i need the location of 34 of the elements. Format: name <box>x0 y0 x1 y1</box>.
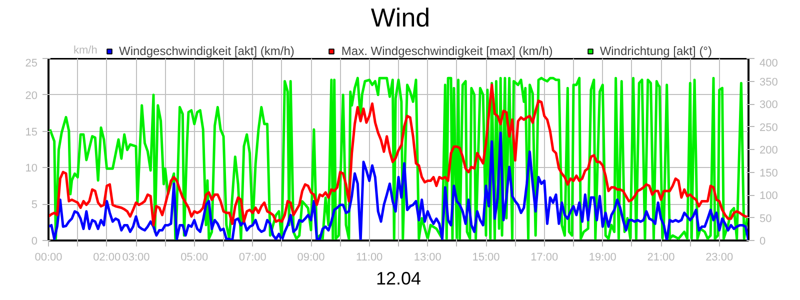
y2-tick-label: 50 <box>760 212 772 225</box>
x-tick-label: 15:00 <box>472 252 500 264</box>
legend-label: Windrichtung [akt] (°) <box>600 44 712 58</box>
x-tick-label: 23:00 <box>706 252 734 264</box>
y2-tick-label: 250 <box>760 122 778 134</box>
y-tick-label: 10 <box>25 162 38 175</box>
x-tick-label: 07:00 <box>238 252 266 264</box>
chart-title: Wind <box>370 2 430 32</box>
x-tick-label: 11:00 <box>356 252 383 264</box>
y-axis-title: km/h <box>74 44 98 56</box>
y-tick-label: 0 <box>31 236 38 248</box>
legend-label: Max. Windgeschwindigkeit [max] (km/h) <box>341 44 553 58</box>
y-tick-label: 15 <box>25 126 38 138</box>
x-tick-label: 13:00 <box>414 252 442 264</box>
x-axis-title: 12.04 <box>376 268 422 288</box>
y2-tick-label: 300 <box>760 99 778 111</box>
x-tick-label: 00:00 <box>34 252 62 264</box>
x-tick-label: 17:00 <box>530 252 558 264</box>
x-tick-label: 09:00 <box>297 252 325 264</box>
y2-tick-label: 0 <box>760 236 766 248</box>
y2-tick-label: 150 <box>760 167 778 180</box>
y2-tick-label: 100 <box>760 190 778 202</box>
x-tick-label: 19:00 <box>588 252 616 264</box>
x-tick-label: 05:00 <box>180 252 208 264</box>
y2-tick-label: 400 <box>760 58 778 70</box>
y-tick-label: 20 <box>25 90 38 102</box>
x-tick-label: 02:00 <box>93 252 121 264</box>
x-tick-label: 03:00 <box>122 252 150 264</box>
y-tick-label: 25 <box>25 58 38 70</box>
y2-tick-label: 350 <box>760 76 778 88</box>
y2-tick-label: 200 <box>760 144 778 156</box>
legend-label: Windgeschwindigkeit [akt] (km/h) <box>119 44 294 58</box>
y-tick-label: 5 <box>31 199 38 212</box>
x-tick-label: 21:00 <box>647 252 675 264</box>
